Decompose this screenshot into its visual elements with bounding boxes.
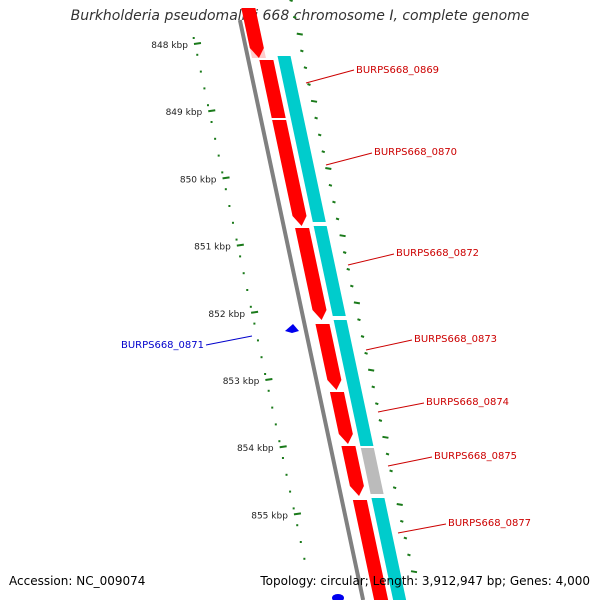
scale-major-tick xyxy=(208,109,216,113)
minor-tick xyxy=(303,66,308,70)
scale-label: 855 kbp xyxy=(251,511,288,521)
gene-label: BURPS668_0875 xyxy=(434,451,517,462)
rna-feature xyxy=(333,320,374,446)
minor-tick xyxy=(325,167,332,170)
scale-major-tick xyxy=(293,512,302,516)
minor-tick xyxy=(296,32,303,36)
gene-label: BURPS668_0871 xyxy=(121,340,204,351)
rna-track xyxy=(277,56,407,600)
minor-tick xyxy=(314,116,318,120)
scale-labels: 848 kbp 849 kbp 850 kbp 851 kbp 852 kbp 853 k… xyxy=(151,41,302,521)
scale-major-tick xyxy=(193,42,202,45)
cds-feature xyxy=(315,324,342,390)
cds-feature xyxy=(272,120,307,226)
callout-line xyxy=(305,69,355,84)
rna-feature xyxy=(313,226,346,316)
callout-line xyxy=(347,253,395,266)
gene-label: BURPS668_0872 xyxy=(396,248,479,259)
scale-major-tick xyxy=(279,445,287,449)
minor-tick xyxy=(300,49,304,53)
cds-feature xyxy=(259,60,286,118)
minor-tick xyxy=(368,368,375,372)
minor-tick xyxy=(389,469,393,473)
scale-major-tick xyxy=(250,310,259,314)
minor-tick xyxy=(310,99,318,103)
cds-feature xyxy=(352,500,389,600)
minor-tick xyxy=(349,284,354,288)
cds-feature xyxy=(241,8,264,58)
blue-gene-feature xyxy=(332,594,344,600)
gene-labels: BURPS668_0869 BURPS668_0870 BURPS668_0872 B… xyxy=(121,65,531,534)
callout-line xyxy=(377,402,425,413)
minor-tick xyxy=(307,83,311,86)
grey-feature xyxy=(360,448,384,494)
rna-feature xyxy=(277,56,326,222)
blue-gene-feature xyxy=(285,324,299,333)
scale-major-tick xyxy=(265,378,273,381)
map-title: Burkholderia pseudomallei 668 chromosome… xyxy=(70,8,530,24)
accession-text: Accession: NC_009074 xyxy=(9,574,146,588)
cds-feature xyxy=(295,228,327,320)
minor-tick xyxy=(328,183,333,187)
minor-tick xyxy=(396,503,403,506)
gene-label: BURPS668_0877 xyxy=(448,518,531,529)
minor-tick xyxy=(332,200,336,204)
callout-line xyxy=(365,339,413,351)
minor-tick xyxy=(346,267,351,271)
minor-tick xyxy=(289,0,293,2)
minor-tick xyxy=(339,234,346,238)
gene-label: BURPS668_0873 xyxy=(414,334,497,345)
minor-tick xyxy=(410,570,418,574)
minor-tick xyxy=(357,318,361,322)
scale-label: 848 kbp xyxy=(151,41,188,51)
gene-label: BURPS668_0869 xyxy=(356,65,439,76)
scale-label: 853 kbp xyxy=(223,377,260,387)
callout-line xyxy=(387,456,433,467)
minor-tick xyxy=(364,351,368,355)
minor-tick xyxy=(360,335,365,338)
minor-tick xyxy=(335,217,340,221)
callout-line xyxy=(205,335,253,346)
minor-tick xyxy=(317,133,322,137)
scale-label: 850 kbp xyxy=(180,175,217,185)
minor-tick xyxy=(374,402,379,406)
reverse-gene-marker xyxy=(285,324,344,600)
cds-feature xyxy=(329,392,353,444)
scale-label: 849 kbp xyxy=(166,108,203,118)
minor-tick xyxy=(407,553,411,557)
scale-major-tick xyxy=(222,176,230,180)
gene-label: BURPS668_0870 xyxy=(374,147,457,158)
minor-tick xyxy=(403,536,408,540)
minor-tick xyxy=(378,419,383,422)
cds-feature xyxy=(341,446,364,496)
minor-tick xyxy=(371,385,376,389)
rna-feature xyxy=(371,498,407,600)
outer-minor-ticks xyxy=(289,0,418,574)
gene-label: BURPS668_0874 xyxy=(426,397,509,408)
minor-tick xyxy=(382,435,389,439)
scale-ticks xyxy=(192,37,306,560)
minor-tick xyxy=(399,519,404,523)
minor-tick xyxy=(353,301,361,305)
backbone xyxy=(237,19,366,600)
callout-line xyxy=(397,523,447,534)
minor-tick xyxy=(292,15,297,19)
minor-tick xyxy=(321,150,326,154)
minor-tick xyxy=(342,251,347,254)
minor-tick xyxy=(385,452,390,456)
scale-label: 854 kbp xyxy=(237,444,274,454)
scale-label: 852 kbp xyxy=(208,310,245,320)
scale-major-tick xyxy=(236,243,244,247)
minor-tick xyxy=(392,486,397,490)
cds-track xyxy=(241,8,389,600)
backbone-line xyxy=(237,19,366,600)
genome-summary: Topology: circular; Length: 3,912,947 bp… xyxy=(260,574,590,588)
callout-line xyxy=(325,152,373,166)
scale-label: 851 kbp xyxy=(194,243,231,253)
